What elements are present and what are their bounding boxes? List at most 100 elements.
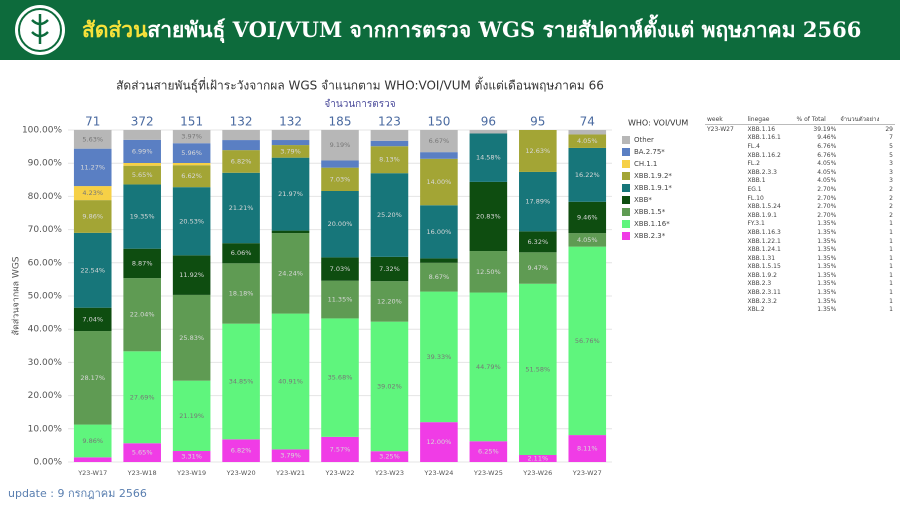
x-tick-label: Y23-W27: [572, 469, 602, 477]
y-tick-label: 80.00%: [28, 192, 63, 202]
data-label: 12.20%: [377, 297, 402, 305]
table-cell: 2: [889, 185, 893, 193]
table-cell: XBB.1.16: [747, 125, 776, 133]
table-row: EG.1 2.70% 2: [705, 185, 895, 194]
bar-segment: [222, 323, 260, 440]
table-cell: 1.35%: [817, 246, 837, 254]
bar-segment: [469, 251, 508, 293]
bar-segment: [123, 130, 161, 140]
table-cell: 1.35%: [817, 280, 837, 288]
table-cell: 3: [889, 177, 893, 185]
data-label: 5.63%: [82, 135, 103, 143]
table-cell: 1.35%: [817, 220, 837, 228]
table-row: FL.10 2.70% 2: [705, 194, 895, 203]
data-label: 24.24%: [278, 269, 303, 277]
legend-swatch: [622, 184, 630, 192]
bar-segment: [172, 163, 211, 166]
data-label: 16.00%: [427, 228, 452, 236]
bar-segment: [73, 307, 112, 332]
table-cell: 7: [889, 134, 893, 142]
data-label: 22.54%: [80, 266, 105, 274]
table-cell: 2: [889, 203, 893, 211]
bar-segment: [568, 134, 607, 148]
data-label: 7.57%: [330, 445, 351, 453]
data-label: 5.96%: [181, 149, 202, 157]
bar-segment: [420, 422, 458, 462]
table-row: XBL.2 1.35% 1: [705, 305, 895, 314]
data-label: 9.86%: [82, 212, 103, 220]
week-cell: [705, 245, 745, 254]
x-tick-label: Y23-W23: [374, 469, 404, 477]
table-row: XBB.1.24.1 1.35% 1: [705, 245, 895, 254]
bar-segment: [420, 152, 458, 159]
y-tick-label: 30.00%: [28, 358, 63, 368]
x-tick-label: Y23-W22: [324, 469, 354, 477]
table-row: XBB.2.3.11 1.35% 1: [705, 288, 895, 297]
x-tick-label: Y23-W24: [423, 469, 453, 477]
bar-segment: [370, 140, 409, 147]
data-label: 3.79%: [280, 452, 301, 460]
legend-label: XBB.1.9.1*: [634, 184, 672, 192]
table-cell: 4.05%: [817, 168, 837, 176]
bar-segment: [222, 172, 260, 244]
data-label: 9.19%: [330, 141, 351, 149]
table-cell: 1.35%: [817, 306, 837, 314]
data-label: 19.35%: [130, 213, 155, 221]
data-label: 20.00%: [328, 220, 353, 228]
table-cell: XBB.1.16.1: [747, 134, 781, 142]
table-cell: 2: [889, 211, 893, 219]
y-tick-label: 20.00%: [28, 391, 63, 401]
y-tick-label: 50.00%: [28, 292, 63, 302]
bar-segment: [123, 443, 161, 462]
count-label: 372: [131, 115, 154, 129]
title-highlight: สัดส่วน: [82, 17, 148, 42]
table-cell: 2.70%: [817, 194, 837, 202]
bar-segment: [321, 318, 359, 437]
data-label: 12.63%: [525, 147, 550, 155]
week-cell: [705, 305, 745, 314]
data-label: 21.21%: [229, 204, 254, 212]
bar-segment: [172, 380, 211, 452]
y-tick-label: 10.00%: [28, 424, 63, 434]
data-label: 39.33%: [427, 353, 452, 361]
table-cell: FL.2: [747, 160, 760, 168]
bar-segment: [519, 454, 557, 462]
data-label: 5.65%: [132, 171, 153, 179]
table-cell: 1.35%: [817, 254, 837, 262]
week-cell: [705, 280, 745, 289]
data-label: 21.97%: [278, 190, 303, 198]
data-label: 5.65%: [132, 449, 153, 457]
legend-label: XBB.2.3*: [634, 232, 666, 240]
table-row: XBB.1.5.24 2.70% 2: [705, 202, 895, 211]
data-label: 16.22%: [575, 171, 600, 179]
chart-subtitle: จำนวนการตรวจ: [324, 99, 395, 110]
table-cell: 1.35%: [817, 289, 837, 297]
y-tick-label: 100.00%: [22, 126, 62, 136]
bar-segment: [172, 255, 211, 295]
bar-segment: [123, 163, 161, 166]
data-label: 8.67%: [429, 273, 450, 281]
table-row: FL.4 6.76% 5: [705, 142, 895, 151]
table-cell: 6.76%: [817, 151, 837, 159]
table-row: XBB.1.5.15 1.35% 1: [705, 263, 895, 272]
bar-segment: [519, 171, 557, 232]
data-label: 22.04%: [130, 311, 155, 319]
data-label: 3.31%: [181, 453, 202, 461]
data-label: 6.67%: [429, 137, 450, 145]
bar-segment: [222, 243, 260, 264]
data-label: 39.02%: [377, 382, 402, 390]
table-cell: 29: [885, 125, 893, 133]
data-label: 14.58%: [476, 154, 501, 162]
bar-segment: [321, 160, 359, 168]
data-label: 28.17%: [80, 374, 105, 382]
bar-segment: [370, 146, 409, 174]
bar-segment: [321, 129, 359, 161]
bar-segment: [568, 435, 607, 462]
bar-segment: [271, 157, 310, 231]
data-label: 56.76%: [575, 337, 600, 345]
table-cell: EG.1: [747, 185, 762, 193]
bar-segment: [519, 130, 557, 172]
data-label: 11.27%: [80, 163, 105, 171]
column-header: week: [705, 114, 746, 125]
data-label: 20.83%: [476, 212, 501, 220]
